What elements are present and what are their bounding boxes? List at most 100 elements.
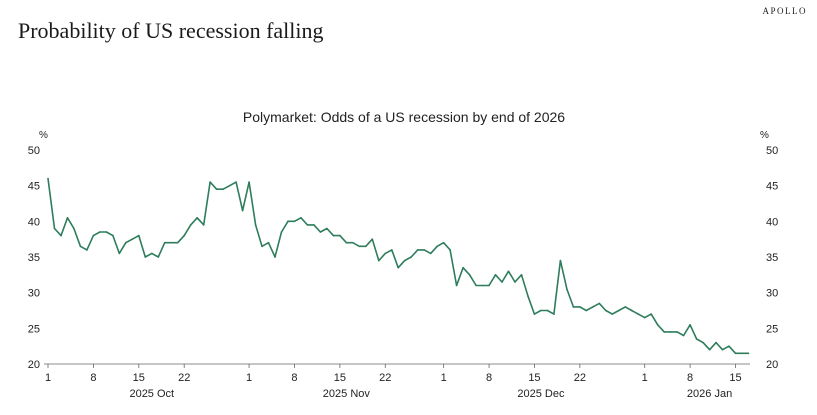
data-point [605,309,607,312]
data-point [99,231,101,233]
y-tick-label-left: 25 [28,323,40,335]
y-tick-label-right: 35 [766,252,778,264]
data-point [319,231,322,233]
x-tick-label: 8 [291,372,297,384]
y-tick-label-right: 25 [766,323,778,335]
data-point [585,309,588,312]
data-point [514,281,516,283]
data-point [663,331,665,333]
data-point [527,295,529,298]
page-headline: Probability of US recession falling [18,18,324,43]
data-point [183,234,185,237]
data-point [378,259,380,262]
data-point [624,306,627,308]
data-point [403,259,406,262]
data-point [669,331,672,333]
data-point [462,266,464,269]
x-tick-label: 8 [486,372,492,384]
data-point [196,217,198,219]
data-point [488,284,490,287]
x-tick-label: 1 [45,372,51,384]
y-tick-label-right: 45 [766,181,778,193]
data-point [741,352,743,355]
data-point [267,241,270,244]
y-tick-label-left: 40 [28,216,40,228]
data-point [682,334,685,337]
y-tick-label-left: 45 [28,181,40,193]
y-tick-label-left: 30 [28,288,40,300]
data-point [248,181,250,183]
data-point [53,227,56,230]
x-tick-label: 15 [334,372,346,384]
data-point [533,313,536,315]
x-month-label: 2026 Jan [687,388,732,400]
data-point [540,309,542,312]
data-point [92,234,95,237]
data-point [261,245,263,248]
x-tick-label: 8 [90,372,96,384]
series-line [47,178,749,355]
x-tick-label: 8 [687,372,693,384]
data-point [215,188,218,190]
data-point [416,249,419,251]
data-point [423,249,426,251]
data-point [306,224,309,226]
data-point [611,313,614,315]
data-point [494,274,497,276]
data-point [481,284,484,287]
data-point [436,245,439,248]
data-point [79,245,82,248]
data-point [131,238,134,240]
data-point [345,241,348,244]
data-point [455,284,458,287]
data-point [676,331,678,333]
data-point [280,231,283,233]
data-point [241,209,244,212]
data-point [202,224,205,226]
x-tick-label: 22 [379,372,391,384]
data-point [397,266,400,269]
data-point [60,234,62,237]
y-tick-label-left: 50 [28,145,40,157]
data-point [598,302,601,305]
y-axis-unit-left: % [39,130,48,141]
x-tick-label: 22 [574,372,586,384]
y-tick-label-right: 20 [766,359,778,371]
data-point [138,234,140,237]
data-point [293,220,296,223]
data-point [702,341,704,344]
data-point [384,252,387,255]
data-point [449,249,451,251]
data-point [656,324,659,326]
data-point [546,309,549,312]
data-point [721,348,724,351]
data-point [287,220,289,223]
y-tick-label-left: 20 [28,359,40,371]
data-point [468,274,471,276]
data-point [189,224,192,226]
x-month-label: 2025 Nov [323,388,371,400]
data-point [365,245,367,248]
data-point [501,281,503,283]
data-point [643,316,646,319]
data-point [734,352,737,355]
x-tick-label: 15 [133,372,145,384]
data-point [176,241,179,244]
data-point [475,284,477,287]
data-point [507,270,510,273]
data-point [47,177,49,180]
data-point [157,256,160,258]
data-point [352,241,354,244]
data-point [650,313,652,315]
data-point [559,259,562,262]
data-point [326,227,328,230]
data-point [371,238,374,240]
data-point [618,309,620,312]
y-tick-label-right: 40 [766,216,778,228]
data-point [728,345,730,348]
data-point [708,348,711,351]
data-point [572,306,575,308]
data-point [592,306,594,308]
y-tick-label-right: 30 [766,288,778,300]
